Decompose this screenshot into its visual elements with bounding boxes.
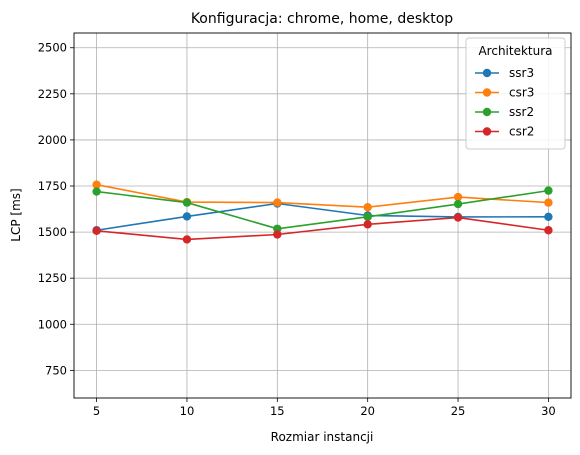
series-line-ssr3 [96,202,549,232]
data-point-csr2 [182,235,192,244]
legend-swatch-marker [482,127,492,136]
series-lines [96,183,549,241]
series-line-ssr2 [96,189,549,230]
y-axis-label: LCP [ms] [9,188,23,241]
data-point-csr2 [453,213,463,222]
x-tick-label: 30 [541,404,556,418]
data-point-ssr2 [182,198,192,207]
x-tick-label: 15 [270,404,285,418]
data-point-csr2 [544,226,553,235]
x-axis-label: Rozmiar instancji [271,430,374,444]
data-point-ssr2 [92,187,101,196]
y-tick-label: 2250 [38,87,67,101]
legend: Architektura ssr3 csr3 ssr2 csr2 [465,37,566,150]
legend-entries: ssr3 csr3 ssr2 csr2 [475,66,534,139]
chart-title: Konfiguracja: chrome, home, desktop [191,11,453,27]
x-tick-label: 10 [180,404,195,418]
legend-label: csr2 [509,125,534,139]
data-point-csr3 [544,198,553,207]
x-tick-label: 5 [93,404,100,418]
y-tick-label: 750 [45,363,67,377]
legend-label: csr3 [509,86,534,100]
data-point-ssr2 [544,186,553,195]
legend-swatch-marker [482,68,492,78]
x-axis-ticks: 5 10 15 20 25 30 [93,398,556,418]
legend-swatch-marker [482,107,492,117]
data-point-ssr2 [453,199,463,209]
x-tick-label: 25 [451,404,466,418]
legend-label: ssr3 [509,66,534,80]
data-point-csr3 [92,180,101,189]
plot-frame [73,32,572,399]
data-point-csr3 [363,203,372,212]
data-point-ssr3 [544,212,553,221]
legend-swatch-marker [482,88,492,97]
data-point-csr3 [453,192,463,202]
data-point-ssr2 [363,212,372,221]
y-tick-label: 2500 [38,41,67,55]
data-point-csr2 [92,226,101,236]
data-point-csr3 [273,198,282,207]
series-line-csr2 [96,216,549,241]
series-points [92,180,553,244]
y-tick-label: 2000 [38,133,67,147]
legend-title: Architektura [478,44,552,58]
legend-label: ssr2 [509,105,534,119]
x-tick-label: 20 [360,404,375,418]
y-tick-label: 1750 [38,179,67,193]
y-tick-label: 1000 [38,317,67,331]
legend-box [465,37,566,150]
y-tick-label: 1500 [38,225,67,239]
data-point-csr2 [363,220,372,229]
data-point-ssr3 [182,212,192,221]
data-point-csr2 [273,230,282,239]
series-line-csr3 [96,183,549,209]
y-tick-label: 1250 [38,271,67,285]
y-axis-ticks: 750 1000 1250 1500 1750 2000 2250 2500 [38,41,74,377]
